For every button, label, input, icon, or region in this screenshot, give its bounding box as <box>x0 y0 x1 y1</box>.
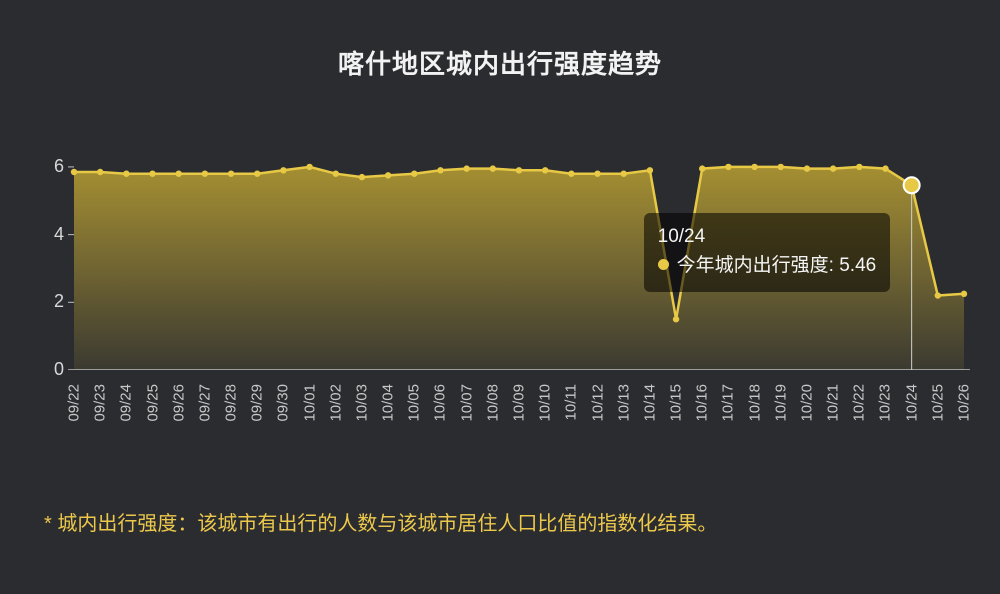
x-tick-label: 10/03 <box>353 384 370 422</box>
data-point[interactable] <box>176 170 182 176</box>
x-tick-label: 09/25 <box>144 384 161 422</box>
data-point[interactable] <box>254 170 260 176</box>
y-tick-label: 4 <box>40 224 64 245</box>
data-point[interactable] <box>778 164 784 170</box>
data-point[interactable] <box>306 164 312 170</box>
x-tick-label: 09/26 <box>170 384 187 422</box>
data-point[interactable] <box>804 165 810 171</box>
x-tick-label: 09/27 <box>196 384 213 422</box>
chart-title: 喀什地区城内出行强度趋势 <box>0 44 1000 81</box>
x-tick-label: 10/25 <box>929 384 946 422</box>
data-point[interactable] <box>542 167 548 173</box>
data-point[interactable] <box>830 165 836 171</box>
data-point[interactable] <box>725 164 731 170</box>
x-tick-label: 09/24 <box>118 384 135 422</box>
x-tick-label: 10/07 <box>458 384 475 422</box>
data-point[interactable] <box>516 167 522 173</box>
x-tick-label: 10/06 <box>432 384 449 422</box>
x-tick-label: 10/22 <box>851 384 868 422</box>
x-tick-label: 09/28 <box>223 384 240 422</box>
x-tick-label: 10/17 <box>720 384 737 422</box>
x-tick-label: 10/02 <box>327 384 344 422</box>
area-fill <box>74 167 964 370</box>
y-tick-label: 2 <box>40 291 64 312</box>
x-tick-label: 10/10 <box>537 384 554 422</box>
x-tick-label: 10/15 <box>668 384 685 422</box>
x-tick-label: 10/20 <box>798 384 815 422</box>
plot-region <box>68 150 970 370</box>
data-point[interactable] <box>751 164 757 170</box>
x-tick-label: 10/09 <box>511 384 528 422</box>
x-tick-label: 10/11 <box>563 384 580 420</box>
plot-svg <box>68 150 970 370</box>
data-point[interactable] <box>437 167 443 173</box>
x-tick-label: 10/23 <box>877 384 894 422</box>
x-tick-label: 10/14 <box>641 384 658 422</box>
data-point[interactable] <box>568 170 574 176</box>
data-point[interactable] <box>856 164 862 170</box>
x-tick-label: 10/24 <box>903 384 920 422</box>
x-tick-label: 10/18 <box>746 384 763 422</box>
x-axis-labels: 09/22 09/23 09/24 09/25 09/26 09/27 09/28 09/29… <box>68 378 970 448</box>
chart-container: 喀什地区城内出行强度趋势 0 2 4 6 09/22 <box>0 0 1000 594</box>
x-tick-label: 10/13 <box>615 384 632 422</box>
data-point[interactable] <box>621 170 627 176</box>
data-point[interactable] <box>463 165 469 171</box>
chart-area: 0246 09/2209/2309/2409/2509/2609 <box>40 150 970 410</box>
x-tick-label: 10/12 <box>589 384 606 422</box>
x-tick-label: 09/22 <box>66 384 83 422</box>
x-tick-label: 10/04 <box>380 384 397 422</box>
data-point[interactable] <box>961 291 967 297</box>
x-tick-label: 10/16 <box>694 384 711 422</box>
y-tick-label: 6 <box>40 156 64 177</box>
data-point[interactable] <box>594 170 600 176</box>
tooltip-highlight-dot <box>904 177 920 193</box>
data-point[interactable] <box>882 165 888 171</box>
data-point[interactable] <box>673 316 679 322</box>
data-point[interactable] <box>699 165 705 171</box>
data-point[interactable] <box>359 174 365 180</box>
data-point[interactable] <box>228 170 234 176</box>
x-tick-label: 10/21 <box>825 384 842 422</box>
x-tick-label: 09/23 <box>92 384 109 422</box>
y-tick-marks <box>68 167 74 370</box>
data-point[interactable] <box>935 292 941 298</box>
data-point[interactable] <box>149 170 155 176</box>
data-point[interactable] <box>333 170 339 176</box>
data-point[interactable] <box>411 170 417 176</box>
x-tick-label: 09/29 <box>249 384 266 422</box>
x-tick-label: 10/19 <box>772 384 789 422</box>
data-point[interactable] <box>490 165 496 171</box>
data-point[interactable] <box>280 167 286 173</box>
data-point[interactable] <box>647 167 653 173</box>
x-tick-label: 09/30 <box>275 384 292 422</box>
data-point[interactable] <box>385 172 391 178</box>
x-tick-label: 10/05 <box>406 384 423 422</box>
footnote: * 城内出行强度：该城市有出行的人数与该城市居住人口比值的指数化结果。 <box>44 507 717 536</box>
data-point[interactable] <box>202 170 208 176</box>
x-tick-label: 10/26 <box>956 384 973 422</box>
y-tick-label: 0 <box>40 359 64 380</box>
x-tick-label: 10/01 <box>301 384 318 422</box>
data-point[interactable] <box>97 169 103 175</box>
x-tick-label: 10/08 <box>484 384 501 422</box>
data-point[interactable] <box>123 170 129 176</box>
data-point[interactable] <box>71 169 77 175</box>
